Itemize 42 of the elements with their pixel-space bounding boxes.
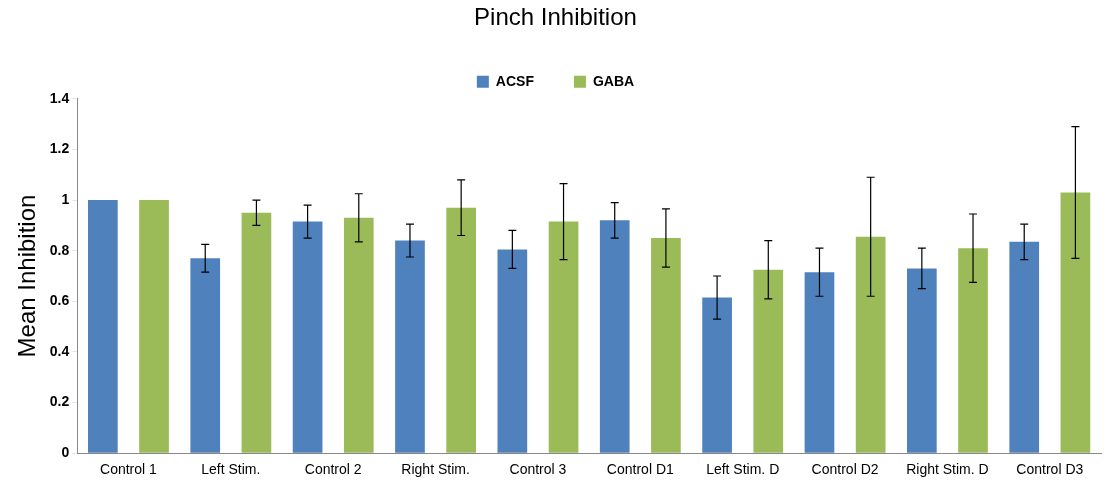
x-tick-label: Control 3 [509,461,567,478]
legend-label: ACSF [495,72,535,89]
y-tick-label: 1.4 [49,89,70,106]
bar [343,217,374,453]
y-tick-label: 0.8 [49,241,70,258]
bar [497,249,528,453]
bar [446,207,477,453]
y-tick-label: 0 [61,444,70,461]
bar [190,258,221,453]
x-tick-label: Control D3 [1016,461,1084,478]
x-tick-label: Control 2 [304,461,362,478]
bar [804,272,835,453]
x-tick-label: Left Stim. [201,461,261,478]
x-tick-label: Control D2 [811,461,879,478]
legend-label: GABA [592,72,635,89]
bar [907,268,937,453]
bar [241,212,272,453]
bar [599,220,630,453]
bar [702,297,732,453]
bar [958,248,988,453]
bar [88,200,118,453]
bar [139,200,169,453]
bar [651,238,681,453]
bar [753,269,784,453]
x-tick-label: Right Stim. [401,461,470,478]
y-tick-label: 0.4 [49,342,70,359]
y-tick-label: 1.2 [49,140,70,157]
bar [395,240,425,453]
y-tick-label: 0.6 [49,292,70,309]
bar [292,221,323,453]
y-tick-label: 0.2 [49,393,70,410]
y-tick-label: 1 [61,190,70,207]
y-axis-title: Mean Inhibition [13,194,41,358]
bar [1060,192,1091,453]
bar [1009,241,1040,453]
x-tick-label: Control 1 [100,461,158,478]
x-tick-label: Right Stim. D [906,461,989,478]
bar [855,236,886,453]
x-tick-label: Control D1 [606,461,674,478]
x-tick-label: Left Stim. D [706,461,780,478]
chart-title: Pinch Inhibition [474,3,637,31]
bar [548,221,579,453]
